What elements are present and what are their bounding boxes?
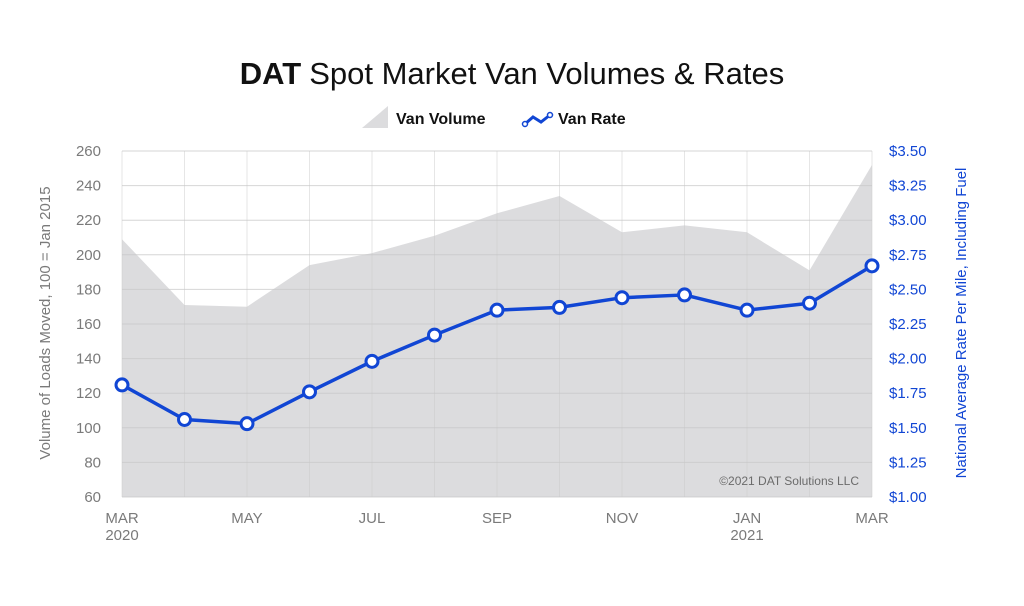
right-tick-label: $1.25 (889, 454, 927, 471)
title-text: Spot Market Van Volumes & Rates (309, 56, 784, 91)
van-rate-point (864, 258, 880, 274)
chart-title: DAT Spot Market Van Volumes & Rates (240, 56, 784, 91)
van-rate-point (552, 299, 567, 315)
x-tick-label-year: 2020 (105, 527, 138, 544)
right-tick-label: $3.50 (889, 143, 927, 160)
right-tick-label: $3.00 (889, 212, 927, 229)
x-tick-label: MAR (105, 510, 139, 527)
left-tick-label: 60 (84, 489, 101, 506)
left-tick-label: 200 (76, 247, 101, 264)
volume-area-layer (122, 164, 872, 497)
right-tick-label: $2.00 (889, 351, 927, 368)
van-rate-point (739, 302, 755, 318)
right-tick-label: $1.00 (889, 489, 927, 506)
van-rate-point (177, 411, 192, 427)
van-rate-point (802, 295, 817, 311)
van-rate-point (427, 327, 442, 343)
left-tick-label: 140 (76, 351, 101, 368)
x-tick-label: JUL (359, 510, 386, 527)
right-tick-label: $2.50 (889, 281, 927, 298)
legend-volume-swatch (362, 106, 388, 128)
van-volume-area (122, 164, 872, 497)
rate-line-layer (114, 258, 880, 432)
left-tick-label: 260 (76, 143, 101, 160)
left-tick-label: 180 (76, 281, 101, 298)
van-rate-point (677, 287, 692, 303)
left-tick-label: 160 (76, 316, 101, 333)
legend-rate-swatch (521, 111, 554, 128)
left-tick-label: 120 (76, 385, 101, 402)
x-tick-label: MAR (855, 510, 889, 527)
right-axis-title: National Average Rate Per Mile, Includin… (953, 168, 970, 479)
van-rate-point (302, 384, 317, 400)
right-axis-ticks: $3.50 $3.25 $3.00 $2.75 $2.50 $2.25 $2.00 $1.75… (889, 143, 927, 506)
right-tick-label: $3.25 (889, 178, 927, 195)
x-tick-label: MAY (231, 510, 262, 527)
left-axis-ticks: 260 240 220 200 180 160 140 120 100 80 60 (76, 143, 101, 506)
right-tick-label: $2.75 (889, 247, 927, 264)
van-rate-point (114, 377, 130, 393)
left-tick-label: 220 (76, 212, 101, 229)
x-tick-label: SEP (482, 510, 512, 527)
legend-rate-label: Van Rate (558, 111, 626, 128)
right-tick-label: $1.75 (889, 385, 927, 402)
right-tick-label: $1.50 (889, 420, 927, 437)
gridlines (121, 150, 873, 498)
legend: Van Volume Van Rate (362, 106, 626, 128)
van-rate-point (489, 302, 505, 318)
title-brand: DAT (240, 56, 301, 91)
x-tick-label: JAN (733, 510, 761, 527)
left-tick-label: 240 (76, 178, 101, 195)
left-axis-title: Volume of Loads Moved, 100 = Jan 2015 (37, 186, 54, 459)
x-tick-label: NOV (606, 510, 639, 527)
x-tick-label-year: 2021 (730, 527, 763, 544)
van-rate-point (614, 290, 630, 306)
right-tick-label: $2.25 (889, 316, 927, 333)
left-tick-label: 100 (76, 420, 101, 437)
left-tick-label: 80 (84, 454, 101, 471)
legend-volume-label: Van Volume (396, 111, 486, 128)
van-rate-point (239, 416, 255, 432)
copyright-note: ©2021 DAT Solutions LLC (719, 474, 859, 488)
van-rate-point (364, 353, 380, 369)
